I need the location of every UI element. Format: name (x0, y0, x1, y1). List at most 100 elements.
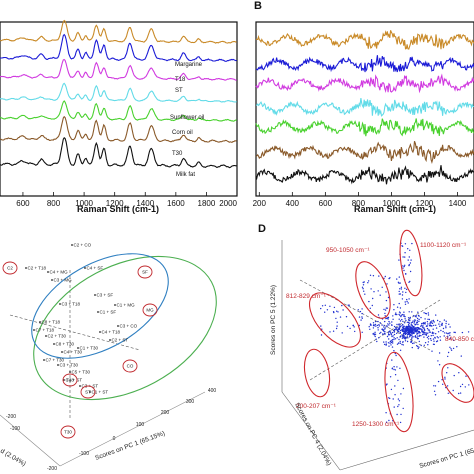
panel-d-point (453, 374, 455, 377)
panel-d-point (396, 306, 399, 308)
panel-d-point (419, 327, 421, 330)
panel-d-point (375, 338, 377, 340)
panel-c-outlier-circle (122, 359, 138, 373)
panel-d-point (448, 323, 450, 325)
panel-d-point (388, 334, 390, 336)
panel-d-point (379, 294, 381, 296)
panel-d-point (363, 290, 365, 292)
panel-d-point (408, 331, 411, 334)
panel-d-point (426, 336, 429, 339)
panel-a-tick-label: 1600 (167, 199, 185, 208)
panel-d-point (405, 288, 408, 291)
panel-c-point (25, 267, 27, 269)
panel-d-point (410, 259, 412, 261)
panel-a-tick-label: 600 (16, 199, 30, 208)
panel-d-point (403, 314, 405, 316)
panel-d-point (414, 319, 416, 321)
panel-c-point (53, 343, 55, 345)
panel-d-point (397, 405, 399, 408)
panel-d-point (402, 387, 405, 390)
panel-d-point (410, 326, 412, 329)
panel-d-point (413, 322, 415, 324)
panel-d-point (383, 343, 386, 346)
panel-c-outlier-circle (142, 303, 158, 317)
panel-d-point (390, 341, 393, 344)
panel-d-point (374, 333, 377, 335)
panel-d-point (397, 398, 400, 400)
panel-d-point (416, 345, 418, 347)
panel-d-point (418, 335, 420, 337)
panel-d-point (437, 380, 440, 383)
panel-d-point (352, 324, 354, 327)
panel-d-point (382, 329, 384, 331)
panel-d-point (426, 325, 428, 327)
panel-d-point (435, 333, 437, 335)
panel-d-point (357, 309, 359, 311)
panel-a-series-label: Corn oil (172, 130, 193, 136)
panel-d-point (406, 335, 408, 337)
panel-d-point (458, 372, 460, 374)
panel-d-point (326, 309, 329, 311)
panel-d-point (408, 298, 410, 300)
panel-a-series-label: ST (175, 88, 183, 94)
panel-d-annotation: 950-1050 cm⁻¹ (326, 247, 370, 254)
panel-d-point (363, 281, 365, 283)
panel-d-point (381, 324, 383, 326)
panel-d-point (390, 324, 393, 326)
panel-d-point (403, 269, 405, 272)
panel-d-point (447, 335, 449, 337)
panel-c-point (109, 339, 111, 341)
panel-d-point (404, 256, 406, 258)
panel-d-point (377, 320, 379, 323)
panel-d-point (424, 321, 426, 324)
panel-d-point (404, 322, 406, 324)
panel-c-outlier-label: CO (127, 364, 134, 369)
panel-d-point (396, 313, 398, 316)
panel-d-point (410, 340, 413, 343)
panel-c-point (117, 325, 119, 327)
panel-d-point (375, 325, 377, 327)
panel-c-outlier-circle (62, 373, 78, 387)
panel-d-point (396, 323, 398, 326)
panel-d-point (368, 300, 370, 303)
panel-c-tick-label: 0 (113, 436, 116, 442)
panel-d-point (388, 338, 390, 340)
panel-d-point (380, 331, 382, 334)
panel-d-point (402, 291, 404, 293)
panel-d-point (372, 322, 375, 324)
panel-d-point (401, 298, 404, 300)
panel-d-points (320, 242, 470, 424)
panel-d-point (387, 296, 390, 299)
panel-c-point (63, 379, 65, 381)
panel-d-point (390, 344, 392, 346)
panel-d-point (427, 323, 429, 325)
panel-d-point (420, 316, 422, 319)
panel-c-point-label: C5 + T30 (72, 370, 91, 375)
panel-d-point (396, 337, 398, 339)
panel-d-point (412, 331, 415, 333)
panel-c-outlier-label: ST (85, 390, 91, 395)
panel-c-point (97, 311, 99, 313)
panel-d-point (413, 336, 415, 338)
panel-c-axis-label-pc1: Scores on PC 1 (65.15%) (94, 430, 166, 462)
panel-d-point (388, 324, 390, 326)
panel-d-point (391, 335, 393, 338)
panel-d-ellipse-1100 (399, 229, 423, 297)
panel-d-point (401, 337, 404, 339)
panel-d-point (433, 340, 435, 342)
panel-c-point-label: C8 + T30 (56, 342, 75, 347)
panel-d-point (401, 325, 403, 327)
panel-d-point (384, 327, 386, 329)
panel-d-point (427, 332, 429, 334)
panel-d-point (421, 328, 423, 330)
panel-d-point (404, 301, 406, 303)
panel-c-point-label: C3 + T30 (60, 363, 79, 368)
panel-d-point (448, 332, 450, 334)
panel-b-series-line (255, 98, 474, 117)
panel-d-point (336, 310, 338, 312)
panel-d-point (389, 376, 392, 378)
panel-d-point (393, 304, 395, 306)
panel-d-point (372, 327, 375, 329)
panel-d-point (398, 282, 400, 284)
panel-d-point (394, 313, 397, 316)
